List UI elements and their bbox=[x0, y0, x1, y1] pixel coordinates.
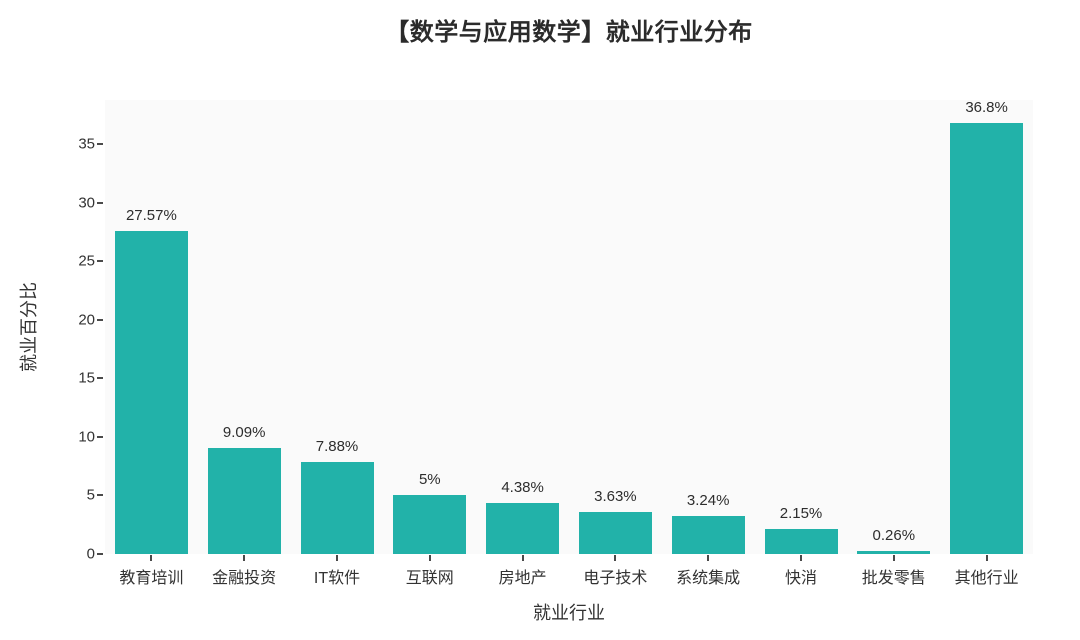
x-axis-tick-mark bbox=[150, 555, 153, 561]
bar-value-label: 5% bbox=[418, 471, 441, 489]
bar bbox=[578, 511, 652, 554]
bar bbox=[671, 516, 745, 554]
bar-value-label: 36.8% bbox=[965, 99, 1008, 117]
x-category-label: 电子技术 bbox=[583, 570, 648, 587]
bar bbox=[300, 461, 374, 554]
x-axis-tick-mark bbox=[243, 555, 246, 561]
y-axis-tick-mark bbox=[97, 377, 103, 380]
x-category-label: 批发零售 bbox=[861, 570, 926, 587]
y-tick-label: 30 bbox=[78, 194, 95, 212]
y-axis-tick-mark bbox=[97, 318, 103, 321]
x-axis-tick-mark bbox=[521, 555, 524, 561]
bar bbox=[486, 502, 560, 554]
bar-value-label: 3.63% bbox=[594, 487, 637, 505]
x-category-label: 系统集成 bbox=[676, 570, 741, 587]
bar bbox=[950, 123, 1024, 554]
y-tick-label: 20 bbox=[78, 311, 95, 329]
x-category-label: 房地产 bbox=[498, 570, 547, 587]
x-axis-tick-mark bbox=[985, 555, 988, 561]
x-axis-tick-mark bbox=[892, 555, 895, 561]
bar-value-label: 27.57% bbox=[125, 207, 177, 225]
y-axis-tick-mark bbox=[97, 143, 103, 146]
bar-value-label: 7.88% bbox=[315, 437, 359, 455]
y-tick-label: 35 bbox=[78, 135, 95, 153]
y-axis-tick-mark bbox=[97, 494, 103, 497]
bar-value-label: 9.09% bbox=[222, 423, 266, 441]
y-tick-label: 5 bbox=[86, 486, 95, 504]
y-tick-label: 25 bbox=[78, 252, 95, 270]
y-axis-tick-mark bbox=[97, 435, 103, 438]
x-axis-tick-mark bbox=[614, 555, 617, 561]
bar bbox=[207, 447, 281, 554]
bar-value-label: 0.26% bbox=[872, 526, 916, 544]
y-axis-tick-mark bbox=[97, 260, 103, 263]
y-tick-label: 0 bbox=[86, 545, 95, 563]
y-tick-label: 10 bbox=[78, 428, 95, 446]
x-axis-tick-mark bbox=[336, 555, 338, 561]
y-tick-label: 15 bbox=[78, 369, 95, 387]
y-axis-title: 就业百分比 bbox=[19, 282, 39, 372]
x-category-label: IT软件 bbox=[313, 570, 361, 587]
bar bbox=[114, 231, 188, 554]
chart-title: 【数学与应用数学】就业行业分布 bbox=[385, 19, 753, 46]
bar bbox=[857, 550, 931, 554]
x-axis-title: 就业行业 bbox=[533, 603, 605, 623]
x-axis-tick-mark bbox=[800, 555, 802, 561]
x-category-label: 其他行业 bbox=[954, 570, 1019, 587]
x-axis-tick-mark bbox=[707, 555, 710, 561]
bar-value-label: 2.15% bbox=[779, 504, 823, 522]
y-axis-tick-mark bbox=[97, 201, 103, 204]
y-axis-tick-mark bbox=[97, 553, 103, 555]
x-axis-tick-mark bbox=[428, 555, 431, 561]
bar bbox=[393, 495, 467, 554]
bar-value-label: 4.38% bbox=[501, 478, 544, 496]
x-category-label: 金融投资 bbox=[212, 570, 277, 587]
x-category-label: 教育培训 bbox=[119, 570, 184, 587]
x-category-label: 快消 bbox=[784, 570, 818, 587]
bar bbox=[764, 528, 838, 554]
bar-value-label: 3.24% bbox=[686, 492, 730, 510]
x-category-label: 互联网 bbox=[405, 570, 454, 587]
